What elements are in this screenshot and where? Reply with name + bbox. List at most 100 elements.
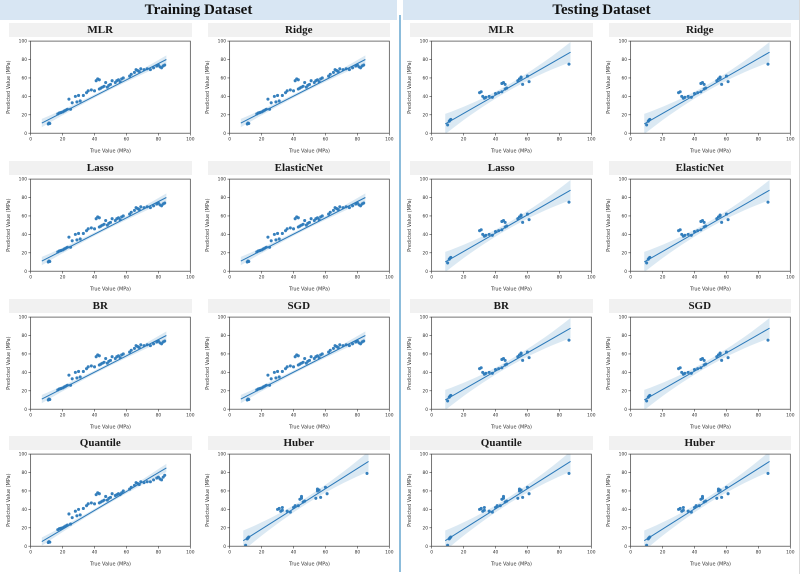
data-point — [724, 212, 728, 216]
scatter-chart-training-sgd: 00 20 20 40 40 60 60 80 80 100 100 True Value (MPa)… — [205, 314, 394, 430]
scatter-chart-training-ridge: 00 20 20 40 40 60 60 80 80 100 100 True Value (MPa)… — [205, 39, 394, 155]
y-tick-label: 80 — [621, 333, 627, 339]
data-point — [479, 227, 483, 232]
data-point — [724, 74, 728, 78]
data-point — [86, 227, 90, 231]
data-point — [67, 97, 71, 101]
data-point — [307, 358, 311, 362]
plot-border — [629, 178, 791, 272]
y-axis-label: Predicted Value (MPa) — [6, 474, 12, 528]
data-point — [765, 200, 770, 204]
x-axis-label: True Value (MPa) — [490, 562, 532, 568]
data-point — [682, 371, 686, 375]
data-point — [490, 233, 494, 237]
plot-border — [629, 40, 791, 134]
data-point — [277, 507, 281, 511]
y-tick-label: 100 — [217, 452, 226, 458]
data-point — [129, 486, 133, 490]
data-point — [678, 365, 682, 369]
section-divider — [399, 15, 401, 572]
data-point — [118, 80, 122, 84]
y-tick-label: 20 — [21, 112, 27, 118]
data-point — [702, 358, 706, 362]
plot-border — [30, 178, 191, 272]
x-axis-label: True Value (MPa) — [490, 424, 532, 430]
data-point — [97, 78, 101, 82]
data-point — [692, 92, 696, 96]
data-point — [121, 351, 125, 356]
data-point — [482, 509, 486, 513]
x-tick-label: 40 — [691, 274, 697, 280]
x-tick-label: 0 — [29, 136, 32, 142]
data-point — [139, 480, 143, 484]
data-point — [698, 227, 702, 232]
data-point — [288, 226, 292, 230]
y-tick-label: 80 — [621, 195, 627, 201]
y-tick-label: 100 — [618, 452, 627, 458]
panel-training-br: BR 0 0 20 20 40 40 60 60 80 80 100 100 True Value (MP… — [2, 296, 199, 434]
x-tick-label: 20 — [461, 274, 467, 280]
x-tick-label: 80 — [156, 550, 162, 556]
data-point — [139, 204, 143, 209]
y-tick-label: 80 — [220, 195, 226, 201]
x-tick-label: 40 — [290, 274, 296, 280]
y-tick-label: 80 — [422, 195, 428, 201]
y-tick-label: 100 — [618, 39, 627, 45]
y-tick-label: 60 — [21, 351, 27, 357]
y-tick-label: 60 — [422, 351, 428, 357]
panel-title: Ridge — [207, 23, 390, 37]
x-tick-label: 60 — [124, 550, 130, 556]
x-tick-label: 60 — [322, 550, 328, 556]
x-tick-label: 40 — [493, 136, 499, 142]
x-tick-label: 80 — [557, 412, 563, 418]
data-point — [347, 68, 351, 72]
data-point — [567, 472, 571, 476]
data-point — [92, 89, 97, 93]
data-point — [350, 204, 354, 208]
x-tick-label: 80 — [156, 412, 162, 418]
x-tick-label: 100 — [186, 274, 195, 280]
data-point — [341, 68, 345, 72]
y-tick-label: 80 — [220, 470, 226, 476]
data-point — [139, 342, 143, 346]
data-point — [97, 492, 101, 496]
data-point — [689, 95, 693, 99]
data-point — [686, 509, 690, 514]
panel-title: Quantile — [410, 436, 593, 451]
panel-training-mlr: MLR 0 0 20 20 40 40 60 60 80 80 100 100 True Value (M… — [2, 20, 199, 158]
scatter-chart-testing-ridge: 00 20 20 40 40 60 60 80 80 100 100 True Value (MPa)… — [606, 39, 795, 155]
data-point — [516, 497, 520, 501]
data-point — [69, 107, 73, 111]
y-tick-label: 20 — [422, 388, 428, 394]
y-tick-label: 100 — [618, 176, 627, 182]
x-tick-label: 80 — [156, 136, 162, 142]
data-point — [73, 370, 77, 374]
y-tick-label: 100 — [19, 452, 28, 458]
data-point — [336, 345, 340, 349]
data-point — [703, 224, 707, 228]
x-tick-label: 20 — [659, 412, 665, 418]
data-point — [148, 205, 152, 209]
data-point — [718, 351, 722, 355]
data-point — [269, 376, 273, 380]
testing-section: Testing Dataset MLR 0 0 20 20 40 40 60 60 80 80 100… — [401, 0, 799, 574]
y-tick-label: 100 — [420, 39, 429, 45]
data-point — [275, 231, 279, 235]
data-point — [487, 509, 491, 514]
data-point — [104, 356, 108, 360]
data-point — [277, 99, 281, 103]
x-tick-label: 100 — [385, 550, 394, 556]
data-point — [347, 205, 351, 209]
x-axis-label: True Value (MPa) — [288, 562, 330, 568]
x-tick-label: 100 — [786, 550, 795, 556]
y-axis-label: Predicted Value (MPa) — [6, 336, 12, 390]
scatter-chart-training-elasticnet: 00 20 20 40 40 60 60 80 80 100 100 True Value (MPa)… — [205, 176, 394, 292]
panel-training-sgd: SGD 0 0 20 20 40 40 60 60 80 80 100 100 True Value (M… — [201, 296, 398, 434]
data-point — [703, 362, 707, 366]
x-tick-label: 20 — [60, 412, 66, 418]
data-point — [148, 480, 152, 484]
data-point — [265, 373, 269, 377]
data-point — [521, 220, 525, 224]
y-tick-label: 100 — [217, 314, 226, 320]
data-point — [70, 376, 74, 380]
